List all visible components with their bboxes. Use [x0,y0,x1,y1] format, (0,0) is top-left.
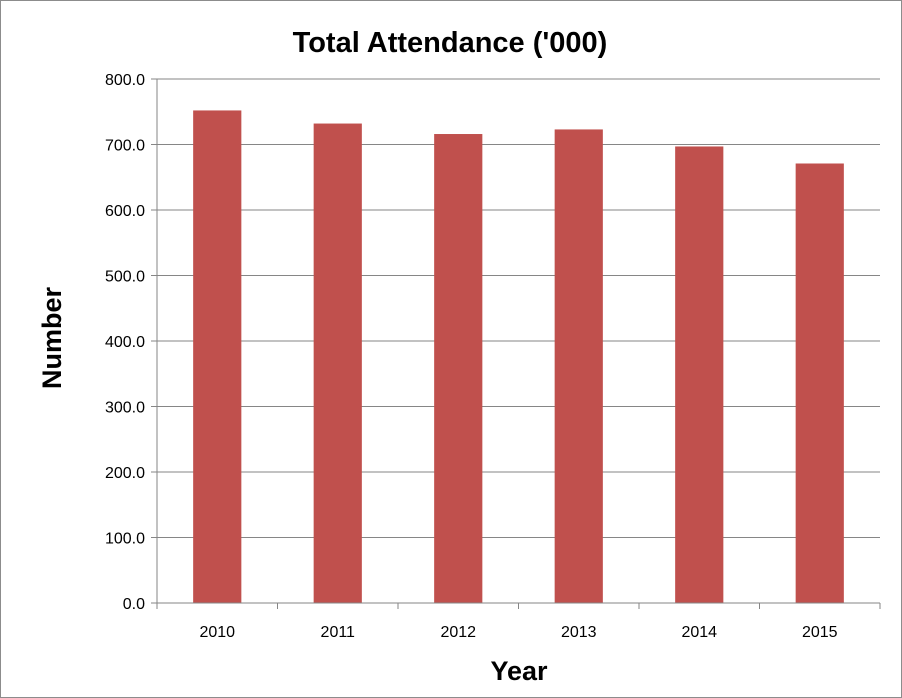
y-tick-label: 700.0 [105,138,145,155]
y-tick-label: 100.0 [105,531,145,548]
x-tick-labels: 2010 2011 2012 2013 2014 2015 [199,624,837,641]
y-axis-title: Number [37,287,67,390]
bar-2010 [193,110,242,603]
x-tick-label: 2011 [321,624,356,641]
gridlines [157,78,880,538]
y-tick-label: 200.0 [105,465,145,482]
y-tick-label: 300.0 [105,400,145,417]
bar-2013 [554,129,603,603]
x-tick-label: 2013 [561,624,597,641]
x-tick-label: 2015 [802,624,838,641]
x-tick-label: 2012 [440,624,476,641]
x-tick-label: 2010 [199,624,235,641]
bar-2015 [795,163,844,603]
x-tick-label: 2014 [681,624,717,641]
y-tick-label: 600.0 [105,203,145,220]
y-tick-label: 0.0 [123,596,145,613]
bar-2011 [313,123,362,603]
bars [193,110,844,603]
x-axis-title: Year [490,656,548,686]
axes [151,78,881,609]
y-tick-label: 500.0 [105,269,145,286]
chart-title: Total Attendance ('000) [293,27,608,59]
bar-2012 [434,134,483,603]
bar-2014 [675,146,724,603]
y-tick-label: 800.0 [105,72,145,89]
y-tick-labels: 0.0 100.0 200.0 300.0 400.0 500.0 600.0 700.0 80… [105,72,145,613]
y-tick-label: 400.0 [105,334,145,351]
